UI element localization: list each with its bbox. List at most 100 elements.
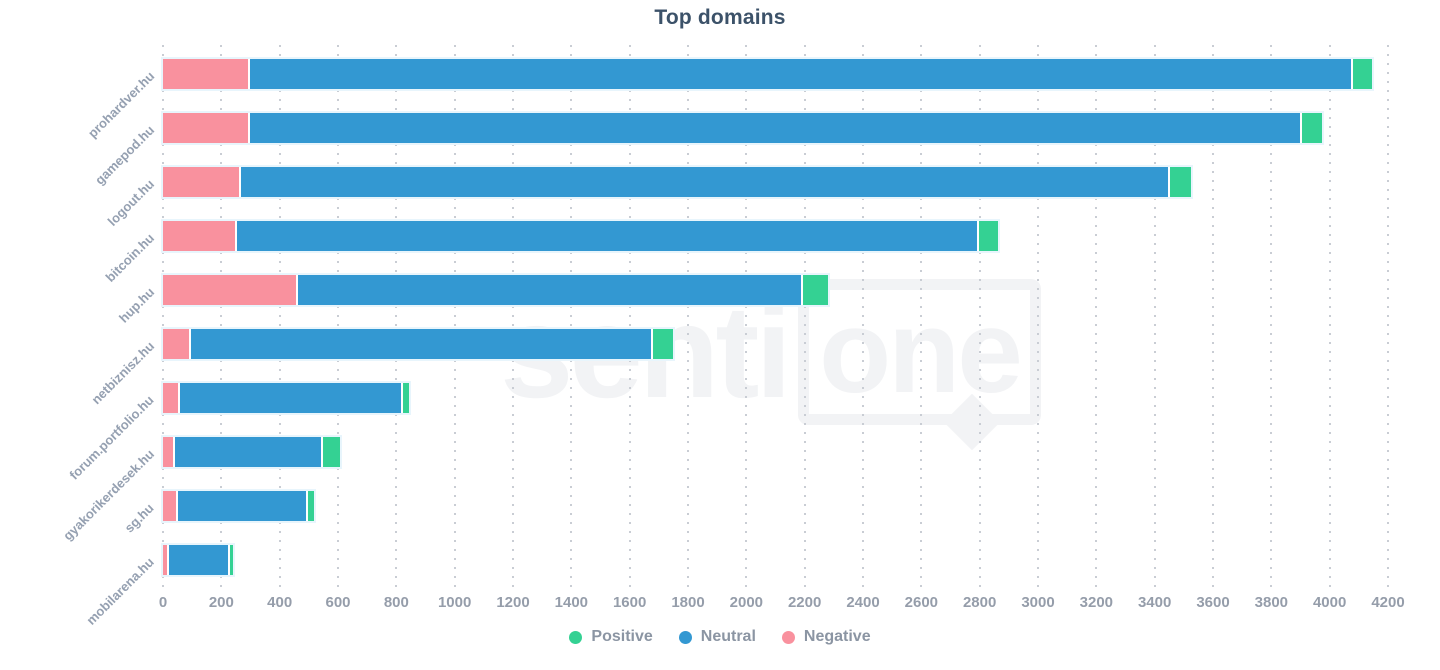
bar-gyakorikerdesek-hu[interactable] — [163, 437, 341, 467]
gridline — [278, 45, 281, 588]
legend-item-negative[interactable]: Negative — [781, 628, 871, 646]
gridline — [1270, 45, 1273, 588]
x-axis-tick-label: 4200 — [1371, 594, 1405, 611]
gridline — [1037, 45, 1039, 588]
bar-segment-neutral[interactable] — [178, 491, 307, 521]
bar-segment-negative[interactable] — [163, 275, 296, 305]
legend-label: Neutral — [700, 628, 756, 645]
x-axis-tick-label: 600 — [325, 594, 351, 611]
bar-segment-negative[interactable] — [163, 545, 168, 575]
bar-netbiznisz-hu[interactable] — [163, 329, 674, 359]
bar-segment-positive[interactable] — [652, 329, 674, 359]
bar-segment-neutral[interactable] — [179, 383, 402, 413]
x-axis-tick-label: 1000 — [437, 594, 472, 611]
y-axis-category-label: bitcoin.hu — [102, 230, 157, 285]
x-axis-tick-label: 3200 — [1079, 594, 1114, 611]
bar-segment-negative[interactable] — [163, 167, 239, 197]
x-axis-tick-label: 1800 — [671, 594, 705, 611]
bar-segment-negative[interactable] — [163, 221, 235, 251]
x-axis-tick-label: 3000 — [1021, 594, 1055, 611]
chart-title: Top domains — [654, 6, 786, 29]
x-axis-tick-label: 800 — [383, 594, 409, 611]
gridline — [220, 45, 223, 588]
bar-segment-positive[interactable] — [802, 275, 828, 305]
gridline — [1212, 45, 1214, 588]
gridline — [1153, 45, 1156, 588]
gridline — [570, 45, 573, 588]
x-axis-tick-label: 3600 — [1196, 594, 1230, 611]
legend-dot-icon — [781, 630, 795, 644]
bar-segment-neutral[interactable] — [249, 59, 1351, 89]
x-axis-tick-label: 3400 — [1137, 594, 1172, 611]
bar-segment-positive[interactable] — [322, 437, 341, 467]
gridline — [745, 45, 748, 588]
gridline — [687, 45, 689, 588]
bar-segment-positive[interactable] — [1301, 113, 1322, 143]
legend-dot-icon — [678, 630, 692, 644]
gridline — [453, 45, 456, 588]
x-axis-tick-label: 200 — [208, 594, 234, 611]
bar-sg-hu[interactable] — [163, 491, 315, 521]
bar-segment-neutral[interactable] — [191, 329, 651, 359]
x-axis-tick-label: 2200 — [787, 594, 822, 611]
gridline — [512, 45, 514, 588]
y-axis-category-label: gyakorikerdesek.hu — [59, 446, 157, 544]
x-axis-tick-label: 3800 — [1254, 594, 1289, 611]
bar-segment-neutral[interactable] — [240, 167, 1169, 197]
bar-bitcoin-hu[interactable] — [163, 221, 999, 251]
gridline — [920, 45, 923, 588]
gridline — [1387, 45, 1389, 588]
x-axis-tick-label: 4000 — [1312, 594, 1347, 611]
gridline — [337, 45, 339, 588]
bar-segment-negative[interactable] — [163, 437, 174, 467]
bar-segment-positive[interactable] — [1352, 59, 1372, 89]
x-axis-tick-label: 0 — [158, 594, 168, 611]
bar-segment-negative[interactable] — [163, 113, 248, 143]
legend-dot-icon — [569, 630, 583, 644]
x-axis-tick-label: 2000 — [729, 594, 764, 611]
bar-segment-positive[interactable] — [1170, 167, 1191, 197]
x-axis-tick-label: 2600 — [904, 594, 939, 611]
legend-item-positive[interactable]: Positive — [569, 628, 653, 646]
legend-label: Positive — [591, 628, 653, 645]
x-axis-tick-label: 2400 — [846, 594, 880, 611]
gridline — [803, 45, 806, 588]
bar-segment-negative[interactable] — [163, 491, 177, 521]
bar-segment-neutral[interactable] — [236, 221, 978, 251]
x-axis-tick-label: 1600 — [612, 594, 647, 611]
bar-segment-positive[interactable] — [229, 545, 233, 575]
legend-label: Negative — [803, 628, 871, 645]
x-axis-tick-label: 1200 — [496, 594, 530, 611]
gridline — [1328, 45, 1331, 588]
bar-hup-hu[interactable] — [163, 275, 828, 305]
bar-segment-neutral[interactable] — [297, 275, 801, 305]
bar-segment-negative[interactable] — [163, 59, 248, 89]
bar-segment-neutral[interactable] — [169, 545, 228, 575]
bar-segment-negative[interactable] — [163, 329, 190, 359]
bar-segment-negative[interactable] — [163, 383, 178, 413]
x-axis-tick-label: 2800 — [962, 594, 997, 611]
bar-segment-positive[interactable] — [979, 221, 999, 251]
bar-segment-positive[interactable] — [308, 491, 315, 521]
bar-mobilarena-hu[interactable] — [163, 545, 233, 575]
gridline — [978, 45, 981, 588]
bar-segment-neutral[interactable] — [175, 437, 321, 467]
x-axis-tick-label: 1400 — [554, 594, 589, 611]
bar-forum-portfolio-hu[interactable] — [163, 383, 410, 413]
legend-item-neutral[interactable]: Neutral — [678, 628, 756, 646]
bar-segment-neutral[interactable] — [249, 113, 1300, 143]
gridline — [1095, 45, 1098, 588]
bar-logout-hu[interactable] — [163, 167, 1191, 197]
y-axis-category-label: sg.hu — [121, 500, 157, 536]
bar-segment-positive[interactable] — [403, 383, 410, 413]
y-axis-category-label: mobilarena.hu — [83, 554, 157, 628]
y-axis-category-label: hup.hu — [115, 284, 157, 326]
legend: Positive Neutral Negative — [0, 628, 1440, 646]
y-axis-category-label: logout.hu — [104, 176, 157, 229]
gridline — [862, 45, 864, 588]
bar-gamepod-hu[interactable] — [163, 113, 1322, 143]
gridline — [162, 45, 164, 588]
bar-prohardver-hu[interactable] — [163, 59, 1372, 89]
